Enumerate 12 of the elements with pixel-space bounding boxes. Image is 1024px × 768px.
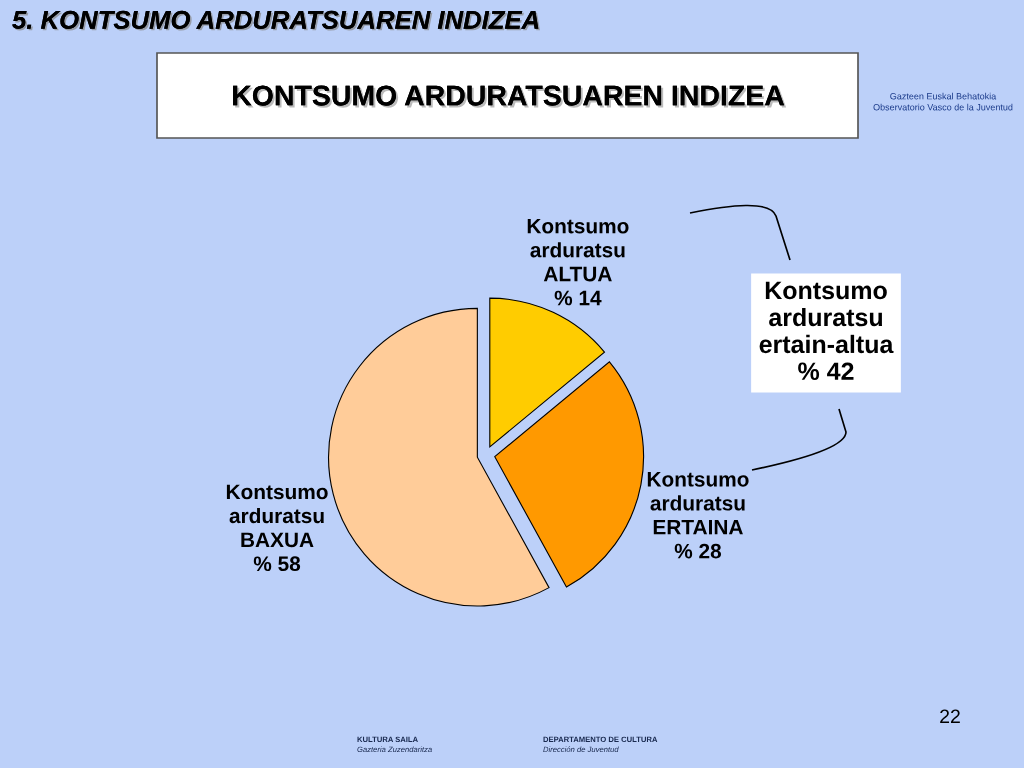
text: Observatorio Vasco de la Juventud [873, 103, 1013, 111]
slice-label: Kontsumo arduratsu BAXUA [226, 484, 328, 548]
data-label: % 28 [674, 543, 722, 559]
text: Kontsumo arduratsu ertain-altua % 42 [759, 281, 894, 381]
data-label: % 14 [554, 290, 602, 306]
data-label: % 58 [253, 556, 301, 572]
text: 5. KONTSUMO ARDURATSUAREN INDIZEA [12, 10, 540, 31]
text: Gazteen Euskal Behatokia [890, 92, 997, 100]
text: 22 [940, 709, 960, 724]
slice-label: Kontsumo arduratsu ALTUA [527, 218, 629, 282]
slice-label: Kontsumo arduratsu ERTAINA [647, 472, 749, 535]
chart-title: KONTSUMO ARDURATSUAREN INDIZEA [233, 85, 787, 108]
